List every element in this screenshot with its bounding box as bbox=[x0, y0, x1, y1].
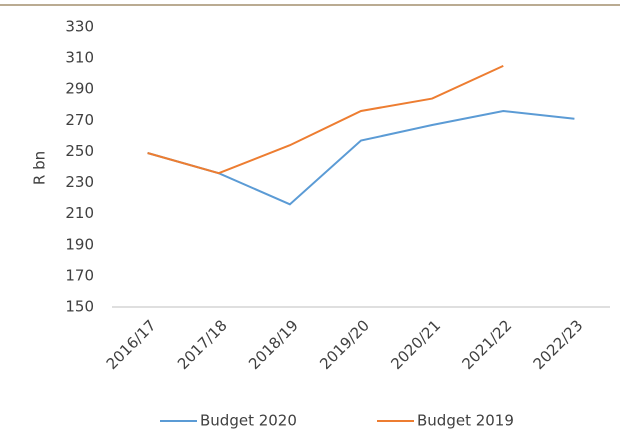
x-tick-label: 2021/22 bbox=[458, 316, 515, 373]
y-tick-label: 330 bbox=[65, 18, 94, 36]
y-tick-label: 190 bbox=[65, 235, 94, 253]
x-tick-label: 2020/21 bbox=[387, 316, 444, 373]
y-tick-label: 150 bbox=[65, 298, 94, 316]
x-tick-label: 2018/19 bbox=[245, 316, 302, 373]
y-axis-label: R bn bbox=[31, 151, 49, 185]
series-line bbox=[147, 109, 575, 206]
y-tick-label: 290 bbox=[65, 80, 94, 98]
series-line bbox=[147, 64, 504, 175]
x-tick-label: 2016/17 bbox=[103, 316, 160, 373]
y-tick-label: 170 bbox=[65, 266, 94, 284]
legend-label: Budget 2019 bbox=[417, 412, 514, 430]
x-tick-label: 2022/23 bbox=[530, 316, 587, 373]
x-tick-label: 2019/20 bbox=[316, 316, 373, 373]
x-tick-label: 2017/18 bbox=[174, 316, 231, 373]
y-tick-label: 310 bbox=[65, 49, 94, 67]
y-tick-label: 230 bbox=[65, 173, 94, 191]
y-tick-label: 210 bbox=[65, 204, 94, 222]
legend-label: Budget 2020 bbox=[200, 412, 297, 430]
y-tick-label: 250 bbox=[65, 142, 94, 160]
y-tick-label: 270 bbox=[65, 111, 94, 129]
